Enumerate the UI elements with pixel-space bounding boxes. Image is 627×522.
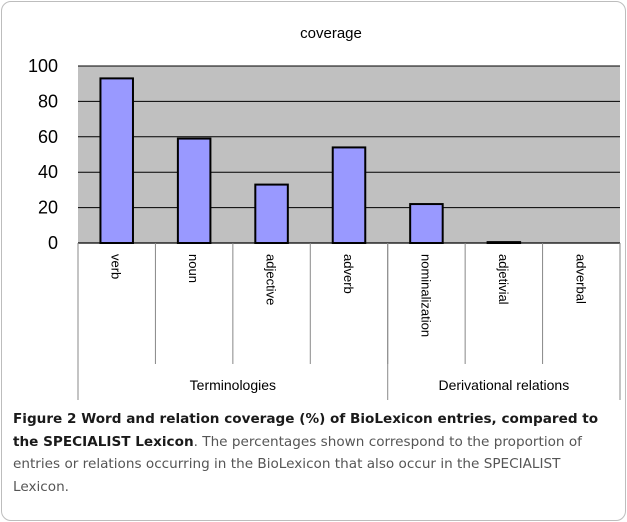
- bar-noun: [176, 137, 212, 245]
- y-tick-label: 20: [38, 198, 58, 218]
- bar-adverb: [331, 146, 367, 244]
- category-label: adverb: [341, 254, 356, 294]
- category-label: verb: [109, 254, 124, 279]
- y-tick-label: 100: [28, 56, 58, 76]
- group-label: Terminologies: [190, 377, 276, 393]
- category-label: adjetivial: [496, 254, 511, 305]
- y-tick-label: 40: [38, 162, 58, 182]
- y-axis-ticks: 0 20 40 60 80 100: [28, 56, 58, 253]
- caption-text: . The percentages shown correspond to th…: [13, 433, 582, 495]
- bar-nominalization: [409, 203, 444, 244]
- category-axis: verb noun adjective adverb nominalization adj…: [77, 242, 621, 364]
- category-label: nominalization: [418, 254, 433, 337]
- bar-adjective: [254, 183, 289, 244]
- group-label: Derivational relations: [438, 377, 569, 393]
- category-label: adverbal: [573, 254, 588, 304]
- category-label: adjective: [264, 254, 279, 305]
- y-tick-label: 0: [48, 233, 58, 253]
- chart-title: coverage: [300, 25, 362, 42]
- y-tick-label: 60: [38, 127, 58, 147]
- bar-verb: [99, 77, 134, 244]
- category-label: noun: [186, 254, 201, 283]
- caption-title: Figure 2 Word and relation coverage (%) …: [13, 411, 599, 450]
- group-axis: Terminologies Derivational relations: [77, 243, 621, 400]
- bar-chart: coverage 0 20 40 60 80 100 verb noun adjective a…: [28, 25, 621, 400]
- figure-caption: Figure 2 Word and relation coverage (%) …: [13, 408, 618, 498]
- y-tick-label: 80: [38, 91, 58, 111]
